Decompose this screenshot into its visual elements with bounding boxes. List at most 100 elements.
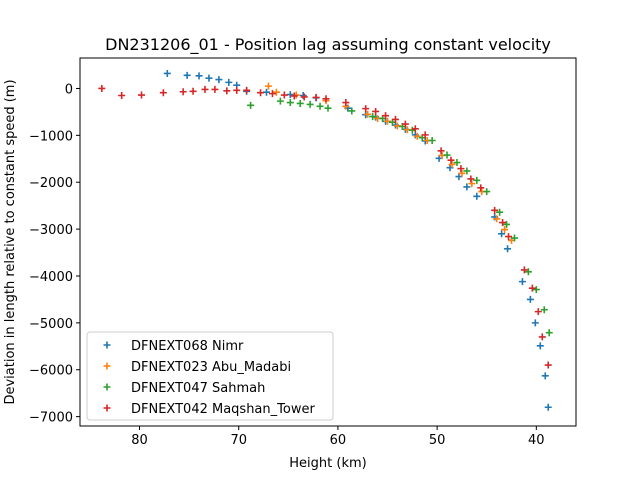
data-point [499,219,507,227]
y-tick-label: −7000 [29,411,73,426]
y-tick-label: −4000 [29,270,73,285]
data-point [504,245,512,253]
data-point [498,230,506,238]
x-tick-label: 50 [429,433,446,448]
data-point [428,137,436,145]
data-point [510,234,518,242]
data-point [493,215,501,223]
data-point [467,175,475,183]
data-point [262,88,270,96]
data-point [448,160,456,168]
data-point [483,188,491,196]
data-point [538,333,546,341]
data-point [468,180,476,188]
legend-entry: DFNEXT047 Sahmah [131,381,265,396]
legend-entry: DFNEXT042 Maqshan_Tower [131,402,315,417]
legend-entry: DFNEXT023 Abu_Madabi [131,360,291,375]
data-point [272,88,280,96]
data-point [300,93,308,101]
series-3 [98,84,552,369]
data-point [223,87,231,95]
data-point [496,208,504,216]
legend-marker [103,362,111,370]
data-point [211,85,219,93]
data-point [501,226,509,234]
data-point [257,89,265,97]
data-point [138,91,146,99]
y-tick-label: −6000 [29,364,73,379]
data-point [201,85,209,93]
data-point [401,120,409,128]
data-point [443,151,451,159]
data-point [505,233,513,241]
data-point [205,74,213,82]
data-point [243,86,251,94]
data-point [247,101,255,109]
data-point [520,266,528,274]
data-point [458,169,466,177]
data-point [421,131,429,139]
data-point [324,104,332,112]
data-point [276,97,284,105]
data-point [179,88,187,96]
data-point [447,156,455,164]
data-point [159,89,167,97]
data-point [463,167,471,175]
data-point [413,132,421,140]
data-point [384,117,392,125]
data-point [463,183,471,191]
data-point [544,403,552,411]
data-point [306,100,314,108]
legend: DFNEXT068 Nimr DFNEXT023 Abu_Madabi DFNEXT… [86,331,334,421]
data-point [163,69,171,77]
data-point [233,86,241,94]
data-point [518,278,526,286]
data-point [312,93,320,101]
data-point [362,105,370,113]
y-tick-label: −5000 [29,317,73,332]
data-point [268,90,276,98]
plot-points [98,69,553,411]
legend-marker [103,341,111,349]
data-point [225,78,233,86]
data-point [545,329,553,337]
data-point [290,92,298,100]
data-point [286,99,294,107]
data-point [299,92,307,100]
data-point [215,76,223,84]
data-point [296,99,304,107]
x-tick-label: 40 [528,433,545,448]
legend-entry: DFNEXT068 Nimr [131,339,244,354]
data-point [544,361,552,369]
data-point [453,159,461,167]
data-point [342,99,350,107]
legend-box [86,331,334,421]
data-point [473,176,481,184]
data-point [526,295,534,303]
y-tick-label: −1000 [29,129,73,144]
y-tick-label: −2000 [29,176,73,191]
data-point [534,308,542,316]
data-point [98,84,106,92]
legend-marker [103,383,111,391]
chart-title: DN231206_01 - Position lag assuming cons… [105,35,551,55]
data-point [322,95,330,103]
data-point [382,112,390,120]
data-point [541,372,549,380]
data-point [536,342,544,350]
axis-ticks: 80 70 60 50 40 0 −1000 −2000 −3000 −4000 −5000 −600… [29,82,545,448]
data-point [457,165,465,173]
data-point [477,184,485,192]
data-point [280,91,288,99]
data-point [348,107,356,115]
x-tick-label: 60 [330,433,347,448]
data-point [364,110,372,118]
data-point [183,71,191,79]
data-point [316,102,324,110]
data-point [411,125,419,133]
y-axis-label: Deviation in length relative to constant… [3,79,18,404]
data-point [531,319,539,327]
data-point [473,192,481,200]
data-point [264,82,272,90]
